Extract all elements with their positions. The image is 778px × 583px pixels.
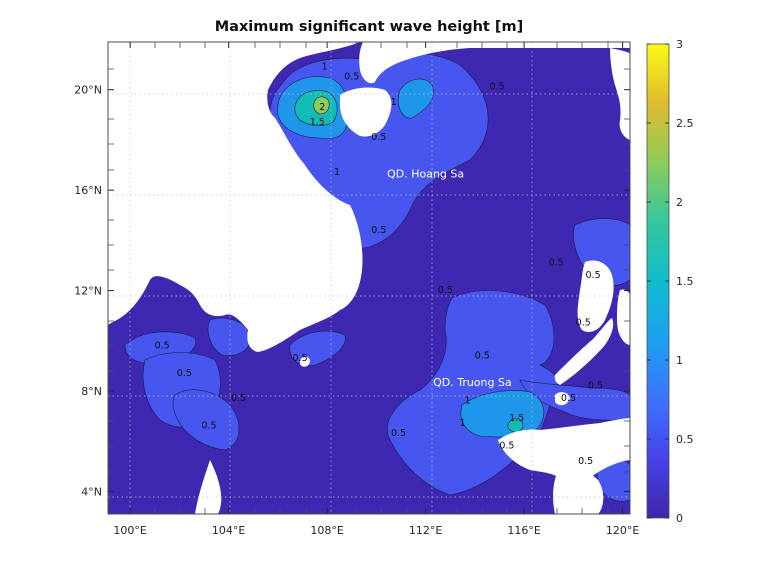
place-annotation: QD. Hoang Sa <box>387 168 464 181</box>
contour-label: 0.5 <box>155 340 170 351</box>
contour-label: 0.5 <box>561 393 576 404</box>
contour-label: 0.5 <box>231 393 246 404</box>
contour-label: 1 <box>322 62 328 73</box>
plot-frame <box>107 41 631 515</box>
x-tick-label: 100°E <box>113 524 146 537</box>
colorbar-tick-label: 0 <box>676 512 683 525</box>
y-axis: 20°N 16°N 12°N 8°N 4°N <box>74 84 630 498</box>
x-tick-label: 116°E <box>507 524 540 537</box>
contour-label: 0.5 <box>549 257 564 268</box>
contour-label: 1 <box>334 167 340 178</box>
contour-label: 1.5 <box>310 117 325 128</box>
contour-label: 0.5 <box>489 82 504 93</box>
y-tick-label: 16°N <box>74 184 102 197</box>
chart-title: Maximum significant wave height [m] <box>214 19 524 35</box>
contour-label: 0.5 <box>344 72 359 83</box>
contour-label: 0.5 <box>201 421 216 432</box>
contour-label: 0.5 <box>293 353 308 364</box>
contour-labels: 1 0.5 2 1.5 1 0.5 0.5 1 0.5 0.5 0.5 0.5 0.5 0.5 0.5 0.5… <box>155 62 603 467</box>
contour-label: 1 <box>460 418 466 429</box>
contour-label: 0.5 <box>576 318 591 329</box>
contour-label: 0.5 <box>438 285 453 296</box>
contour-label: 0.5 <box>371 132 386 143</box>
x-tick-label: 112°E <box>409 524 442 537</box>
place-annotation: QD. Truong Sa <box>433 376 512 389</box>
y-tick-label: 20°N <box>74 84 102 97</box>
grid-lines <box>108 42 630 514</box>
contour-label: 1.5 <box>509 413 524 424</box>
x-tick-label: 120°E <box>606 524 639 537</box>
colorbar-tick-label: 3 <box>676 38 683 51</box>
colorbar-ticks: 3 2.5 2 1.5 1 0.5 0 <box>647 38 694 525</box>
x-tick-label: 104°E <box>212 524 245 537</box>
colorbar-tick-label: 2.5 <box>676 117 694 130</box>
contour-label: 0.5 <box>586 270 601 281</box>
contour-label: 0.5 <box>499 441 514 452</box>
frame-minor-ticks <box>108 42 630 514</box>
colorbar-tick-label: 1.5 <box>676 275 694 288</box>
y-tick-label: 12°N <box>74 285 102 298</box>
y-tick-label: 8°N <box>81 385 102 398</box>
colorbar-tick-label: 1 <box>676 354 683 367</box>
contour-label: 1 <box>391 97 397 108</box>
contour-label: 0.5 <box>177 368 192 379</box>
land-mask <box>108 42 630 514</box>
contour-label: 0.5 <box>588 380 603 391</box>
contour-label: 0.5 <box>371 225 386 236</box>
x-axis: 100°E 104°E 108°E 112°E 116°E 120°E <box>113 42 639 537</box>
colorbar-tick-label: 2 <box>676 196 683 209</box>
y-tick-label: 4°N <box>81 485 102 498</box>
contour-label: 1 <box>464 396 470 407</box>
contour-label: 0.5 <box>391 428 406 439</box>
x-tick-label: 108°E <box>310 524 343 537</box>
contour-label: 2 <box>319 102 325 113</box>
contour-label: 0.5 <box>475 350 490 361</box>
colorbar-tick-label: 0.5 <box>676 433 694 446</box>
wave-band-2-2.5m <box>313 96 330 115</box>
contour-label: 0.5 <box>578 456 593 467</box>
map-annotations: QD. Hoang Sa QD. Truong Sa <box>387 168 512 389</box>
